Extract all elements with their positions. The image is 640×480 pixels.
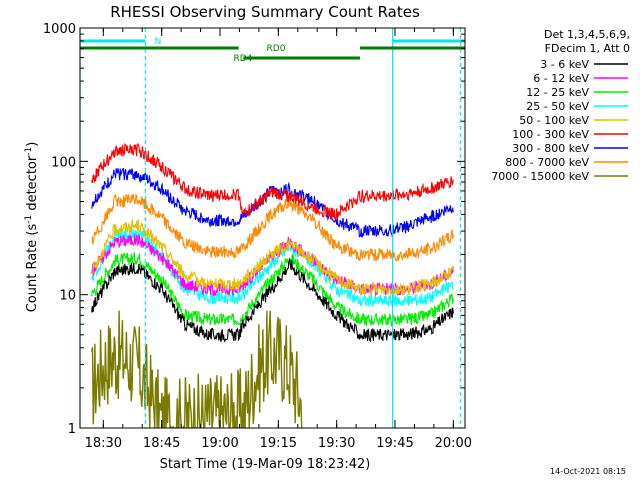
legend-label-3: 25 - 50 keV xyxy=(526,100,589,113)
legend-header-0: Det 1,3,4,5,6,9, xyxy=(544,28,630,41)
x-tick-label-4: 19:30 xyxy=(318,436,355,451)
flag-label-0: N xyxy=(155,37,162,47)
y-axis-label-exp2: -1 xyxy=(24,147,34,156)
y-tick-label-1: 10 xyxy=(59,289,76,304)
legend-header-1: FDecim 1, Att 0 xyxy=(545,42,630,55)
chart-title: RHESSI Observing Summary Count Rates xyxy=(110,3,420,21)
series-line-3 xyxy=(91,228,454,308)
x-tick-label-6: 20:00 xyxy=(435,436,472,451)
plot-area: N RD0 RD4 1 10 100 1000 18:30 18:45 19:00 19:15 19:… xyxy=(43,22,472,451)
y-axis-label-main: Count Rate (s xyxy=(25,224,40,313)
legend-label-1: 6 - 12 keV xyxy=(533,72,589,85)
legend-label-5: 100 - 300 keV xyxy=(512,128,589,141)
plot-frame xyxy=(79,27,466,429)
x-tick-label-3: 19:15 xyxy=(260,436,297,451)
series-line-8 xyxy=(91,310,303,428)
y-axis-label-exp1: -1 xyxy=(24,215,34,224)
flag-label-2: RD4 xyxy=(234,54,253,64)
y-axis-label-mid: detector xyxy=(25,155,40,215)
timestamp: 14-Oct-2021 08:15 xyxy=(550,467,626,476)
x-tick-label-5: 19:45 xyxy=(376,436,413,451)
x-tick-label-2: 19:00 xyxy=(201,436,238,451)
x-tick-label-0: 18:30 xyxy=(85,436,122,451)
legend: Det 1,3,4,5,6,9,FDecim 1, Att 0 3 - 6 keV… xyxy=(491,28,630,183)
y-axis-label-end: ) xyxy=(25,142,40,147)
legend-label-4: 50 - 100 keV xyxy=(519,114,589,127)
legend-label-7: 800 - 7000 keV xyxy=(505,156,589,169)
legend-label-6: 300 - 800 keV xyxy=(512,142,589,155)
flag-label-1: RD0 xyxy=(267,44,286,54)
legend-label-0: 3 - 6 keV xyxy=(540,58,589,71)
y-tick-label-0: 1 xyxy=(68,422,76,437)
x-tick-label-1: 18:45 xyxy=(143,436,180,451)
y-tick-label-3: 1000 xyxy=(43,22,76,37)
x-axis-label: Start Time (19-Mar-09 18:23:42) xyxy=(160,457,371,472)
y-tick-label-2: 100 xyxy=(51,155,76,170)
y-axis-label: Count Rate (s-1 detector-1) xyxy=(24,142,40,313)
legend-label-2: 12 - 25 keV xyxy=(526,86,589,99)
legend-label-8: 7000 - 15000 keV xyxy=(491,170,589,183)
